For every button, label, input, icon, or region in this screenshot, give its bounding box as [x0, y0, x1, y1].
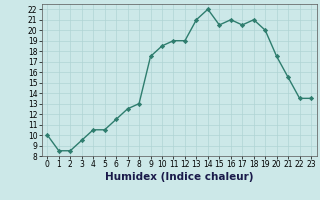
X-axis label: Humidex (Indice chaleur): Humidex (Indice chaleur) [105, 172, 253, 182]
